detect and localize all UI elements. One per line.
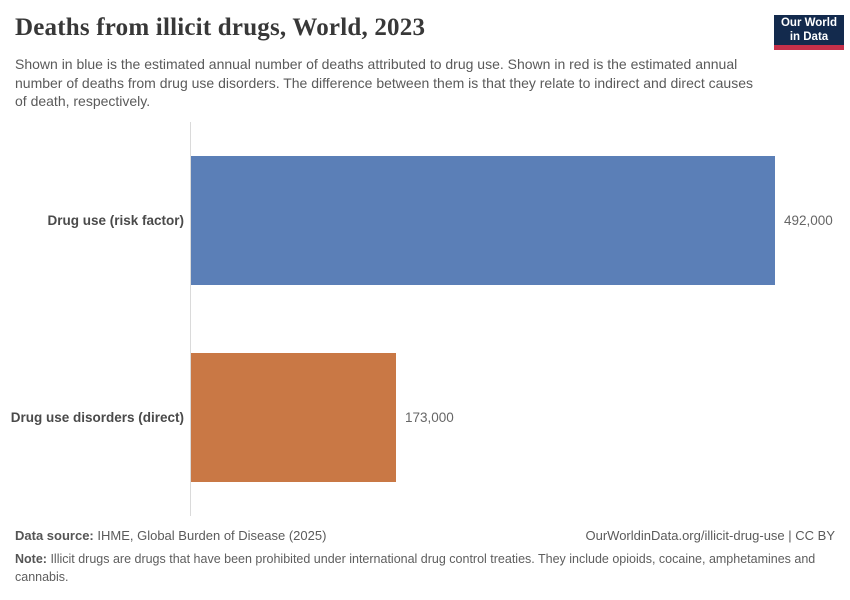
- attribution-link[interactable]: OurWorldinData.org/illicit-drug-use | CC…: [585, 528, 836, 543]
- bar-drug-use-risk-factor[interactable]: [191, 156, 775, 285]
- bar-chart: Drug use (risk factor) 492,000 Drug use di…: [0, 122, 850, 516]
- bar-area: 492,000: [191, 156, 850, 285]
- note-text: Illicit drugs are drugs that have been p…: [15, 552, 816, 585]
- data-source-text: IHME, Global Burden of Disease (2025): [97, 528, 327, 543]
- chart-footer: Data source: IHME, Global Burden of Dise…: [15, 528, 835, 586]
- category-label: Drug use disorders (direct): [10, 410, 184, 425]
- y-axis-line: [190, 122, 191, 516]
- owid-logo-line2: in Data: [789, 31, 829, 43]
- owid-logo[interactable]: Our World in Data: [774, 15, 844, 50]
- chart-row: Drug use disorders (direct) 173,000: [0, 319, 850, 516]
- note-label: Note:: [15, 552, 47, 566]
- bar-value-label: 173,000: [405, 410, 454, 425]
- owid-logo-line1: Our World: [780, 16, 837, 29]
- bar-drug-use-disorders-direct[interactable]: [191, 353, 396, 482]
- data-source: Data source: IHME, Global Burden of Dise…: [15, 528, 326, 543]
- bar-area: 173,000: [191, 353, 850, 482]
- chart-subtitle: Shown in blue is the estimated annual nu…: [15, 56, 754, 110]
- chart-note: Note: Illicit drugs are drugs that have …: [15, 550, 835, 586]
- category-label: Drug use (risk factor): [47, 213, 184, 228]
- bar-value-label: 492,000: [784, 213, 833, 228]
- chart-row: Drug use (risk factor) 492,000: [0, 122, 850, 319]
- data-source-label: Data source:: [15, 528, 94, 543]
- page-title: Deaths from illicit drugs, World, 2023: [15, 14, 426, 41]
- chart-rows: Drug use (risk factor) 492,000 Drug use di…: [0, 122, 850, 516]
